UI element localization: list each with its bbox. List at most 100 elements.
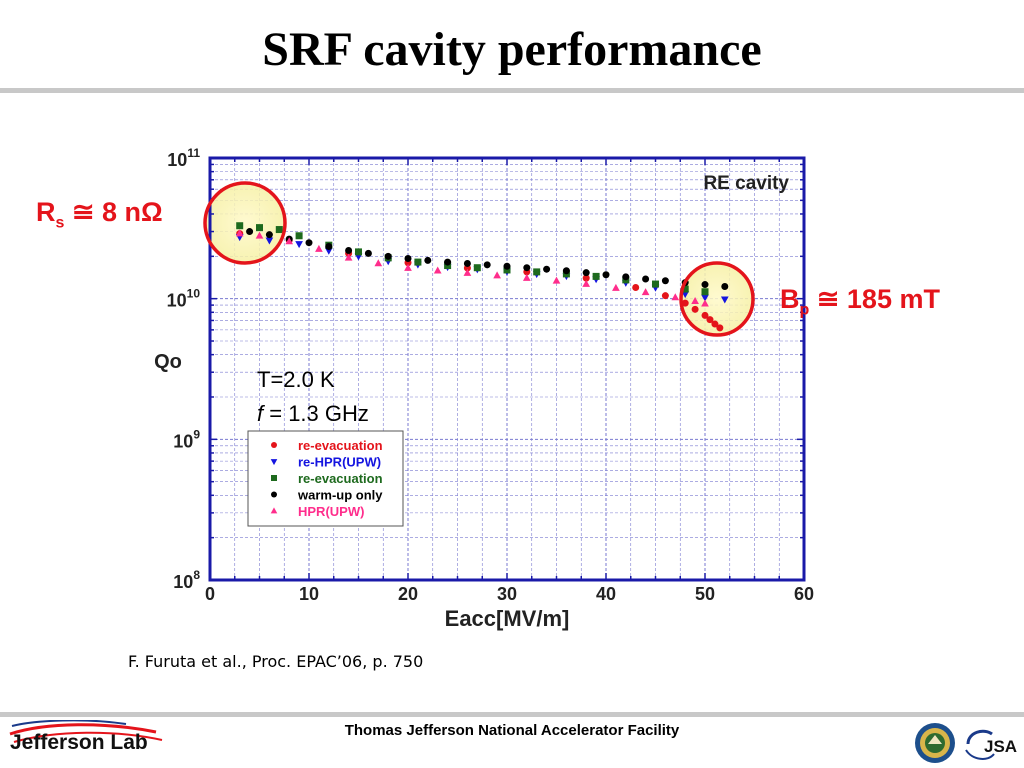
data-point [295, 232, 303, 240]
data-point [315, 244, 323, 252]
data-point [720, 296, 729, 304]
data-point [235, 229, 244, 237]
data-point [463, 259, 471, 267]
citation: F. Furuta et al., Proc. EPAC’06, p. 750 [128, 652, 424, 671]
data-point [701, 311, 709, 319]
data-point [503, 266, 511, 274]
data-point [355, 248, 362, 256]
data-point [265, 231, 273, 239]
data-point [236, 222, 244, 230]
series-0 [236, 230, 724, 332]
bp-annotation: Bp ≅ 185 mT [780, 284, 940, 319]
data-point [711, 320, 719, 328]
frequency-label: f = 1.3 GHz [257, 401, 369, 426]
temperature-label: T=2.0 K [257, 367, 335, 392]
rs-annotation: Rs ≅ 8 nΩ [36, 197, 163, 232]
data-point [543, 265, 551, 273]
data-point [265, 237, 274, 245]
series-3 [246, 228, 729, 291]
data-point [641, 288, 650, 296]
data-point [612, 283, 620, 291]
low-field-highlight [205, 183, 285, 263]
data-point [325, 242, 333, 250]
data-point [582, 269, 590, 277]
x-tick-label: 30 [497, 584, 517, 604]
y-tick-label: 109 [173, 427, 200, 451]
data-point [681, 299, 689, 307]
data-point [691, 296, 699, 304]
data-point [681, 291, 690, 299]
rs-circle [203, 181, 287, 265]
data-point [256, 224, 263, 232]
data-point [582, 279, 591, 287]
data-point [681, 285, 689, 293]
data-point [671, 293, 680, 301]
data-point [473, 264, 481, 272]
data-point [701, 281, 709, 289]
data-point [255, 231, 264, 239]
data-point [691, 305, 699, 313]
data-point [414, 258, 422, 266]
jsa-logo: JSA [965, 729, 1017, 760]
legend-marker [271, 491, 277, 498]
x-tick-labels: 0 10 20 30 40 50 60 [205, 584, 814, 604]
data-point [493, 271, 501, 279]
data-point [661, 292, 669, 300]
title-divider [0, 88, 1024, 93]
x-tick-label: 60 [794, 584, 814, 604]
x-axis-label: Eacc[MV/m] [445, 606, 570, 631]
data-point [602, 271, 610, 279]
data-point [552, 276, 561, 284]
data-point [246, 228, 254, 236]
y-axis-label: Qo [154, 351, 182, 373]
svg-text:JSA: JSA [984, 737, 1017, 756]
data-point [404, 254, 412, 262]
bp-circle [679, 261, 755, 337]
x-tick-label: 0 [205, 584, 215, 604]
data-point [706, 316, 714, 324]
data-point [324, 247, 333, 255]
slide-title: SRF cavity performance [262, 23, 762, 76]
legend-label: warm-up only [297, 488, 383, 503]
x-tick-label: 40 [596, 584, 616, 604]
x-tick-label: 10 [299, 584, 319, 604]
data-point [533, 268, 541, 276]
data-point [295, 241, 303, 249]
data-point [642, 275, 650, 283]
high-field-highlight [681, 263, 753, 335]
data-point [444, 258, 452, 266]
jefferson-lab-logo [9, 720, 163, 743]
y-tick-label: 108 [173, 568, 200, 592]
legend-label: re-HPR(UPW) [298, 455, 381, 470]
y-tick-labels: 1011 1010 109 108 [167, 146, 201, 592]
data-point [582, 274, 590, 282]
chart-title: RE cavity [703, 173, 789, 194]
y-tick-label: 1010 [167, 287, 201, 311]
legend-label: re-evacuation [298, 438, 383, 453]
legend: re-evacuationre-HPR(UPW)re-evacuationwar… [247, 430, 404, 527]
data-point [721, 283, 729, 291]
data-point [701, 294, 709, 302]
data-point [701, 299, 709, 307]
x-tick-label: 50 [695, 584, 715, 604]
doe-seal-icon [915, 723, 955, 763]
data-point [285, 237, 294, 245]
data-point [503, 262, 511, 270]
data-point [522, 273, 531, 281]
data-point [404, 263, 412, 271]
jefferson-lab-text: Jefferson Lab [10, 731, 148, 754]
data-point [716, 324, 724, 332]
data-point [483, 261, 491, 269]
data-point [622, 273, 630, 281]
data-point [463, 268, 472, 276]
axis-ticks [209, 157, 805, 581]
legend-label: re-evacuation [298, 471, 383, 486]
y-tick-label: 1011 [167, 146, 200, 170]
series-4 [235, 229, 709, 307]
data-point [305, 239, 313, 247]
data-point [374, 259, 383, 267]
data-point [661, 277, 669, 285]
data-point [701, 288, 709, 296]
data-point [433, 266, 442, 274]
x-tick-label: 20 [398, 584, 418, 604]
